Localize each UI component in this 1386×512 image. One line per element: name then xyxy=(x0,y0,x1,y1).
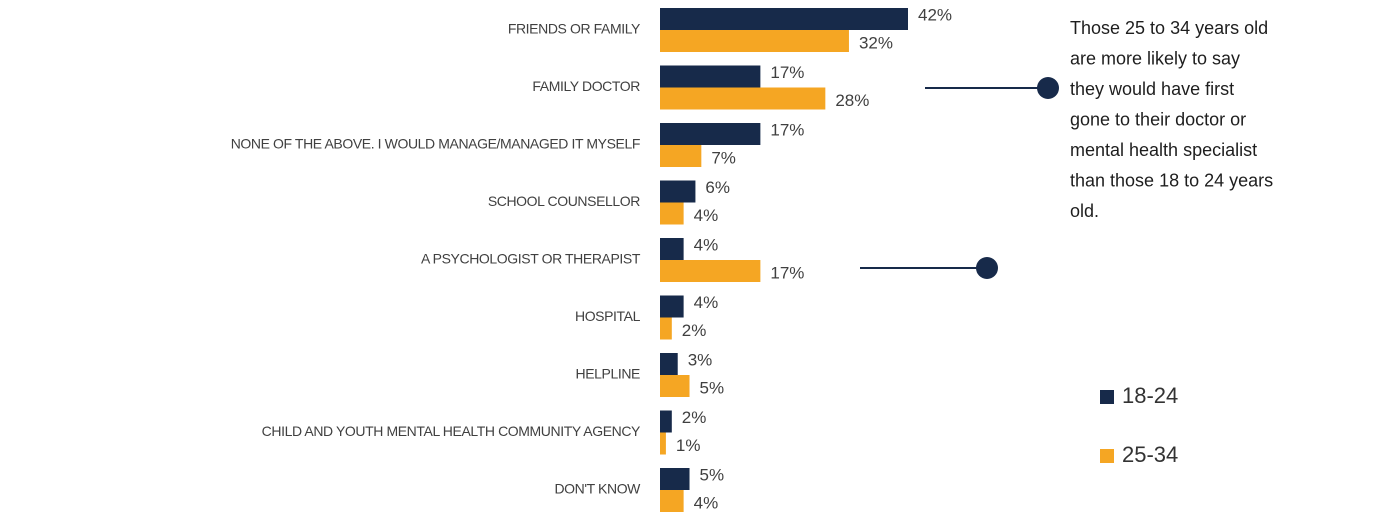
bar xyxy=(660,123,761,145)
data-label: 17% xyxy=(770,63,804,82)
data-label: 6% xyxy=(705,178,730,197)
annotation: are more likely to say xyxy=(1070,49,1240,69)
data-label: 7% xyxy=(711,148,736,167)
data-label: 5% xyxy=(700,465,725,484)
data-label: 4% xyxy=(694,206,719,225)
annotation: they would have first xyxy=(1070,79,1234,99)
annotation: than those 18 to 24 years xyxy=(1070,171,1273,191)
data-label: 28% xyxy=(835,91,869,110)
bar xyxy=(660,8,908,30)
bar xyxy=(660,202,684,225)
bar xyxy=(660,65,761,88)
bar xyxy=(660,180,696,203)
bar xyxy=(660,145,702,167)
data-label: 4% xyxy=(694,293,719,312)
data-label: 2% xyxy=(682,321,707,340)
bar xyxy=(660,432,666,455)
callout-dot xyxy=(976,257,998,279)
category-label: HOSPITAL xyxy=(575,308,641,324)
data-label: 4% xyxy=(694,493,719,512)
legend-swatch xyxy=(1100,390,1114,404)
bar xyxy=(660,468,690,490)
category-label: CHILD AND YOUTH MENTAL HEALTH COMMUNITY … xyxy=(262,423,641,439)
data-label: 32% xyxy=(859,33,893,52)
bar xyxy=(660,317,672,340)
data-label: 2% xyxy=(682,408,707,427)
category-label: DON'T KNOW xyxy=(554,481,641,497)
legend-label: 18-24 xyxy=(1122,383,1178,408)
legend-label: 25-34 xyxy=(1122,442,1178,467)
bar xyxy=(660,295,684,318)
bar xyxy=(660,30,849,52)
bar xyxy=(660,260,761,282)
category-label: HELPLINE xyxy=(576,366,641,382)
category-label: FAMILY DOCTOR xyxy=(532,78,640,94)
data-label: 3% xyxy=(688,350,713,369)
annotation: old. xyxy=(1070,201,1099,221)
bar xyxy=(660,375,690,397)
legend-swatch xyxy=(1100,449,1114,463)
category-label: SCHOOL COUNSELLOR xyxy=(488,193,640,209)
bar xyxy=(660,490,684,512)
category-label: A PSYCHOLOGIST OR THERAPIST xyxy=(421,251,641,267)
data-label: 17% xyxy=(770,120,804,139)
bar xyxy=(660,410,672,433)
annotation: Those 25 to 34 years old xyxy=(1070,18,1268,38)
bar xyxy=(660,353,678,375)
data-label: 17% xyxy=(770,263,804,282)
data-label: 4% xyxy=(694,235,719,254)
data-label: 5% xyxy=(700,378,725,397)
bar xyxy=(660,87,826,110)
data-label: 1% xyxy=(676,436,701,455)
category-label: NONE OF THE ABOVE. I WOULD MANAGE/MANAGE… xyxy=(231,136,640,152)
bar xyxy=(660,238,684,260)
data-label: 42% xyxy=(918,5,952,24)
callout-dot xyxy=(1037,77,1059,99)
category-label: FRIENDS OR FAMILY xyxy=(508,21,641,37)
annotation: mental health specialist xyxy=(1070,140,1257,160)
annotation: gone to their doctor or xyxy=(1070,110,1246,130)
